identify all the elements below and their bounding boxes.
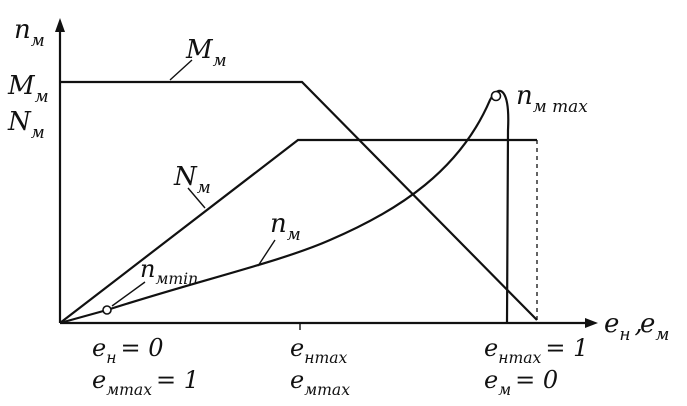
leader (187, 187, 206, 209)
m-curve (60, 80, 538, 321)
label: eн = 0 (92, 334, 164, 367)
label-sub: нmax (498, 349, 541, 367)
leader (111, 281, 146, 307)
label-base: e (92, 366, 106, 394)
label-base: e (290, 334, 304, 362)
label-base: N (7, 107, 32, 137)
label-sub: м (35, 86, 49, 106)
label-rest: = 0 (515, 366, 558, 394)
label-base: e (640, 309, 655, 339)
label: Nм (173, 162, 211, 197)
label-sub: мmax (304, 381, 350, 399)
label: eнmax = 1 (484, 334, 588, 367)
label-base: n (14, 15, 31, 45)
y-arrow (55, 18, 65, 32)
n-curve (59, 138, 537, 324)
label-base: N (173, 162, 198, 192)
label: nм (14, 15, 45, 50)
label-sub: м (287, 224, 301, 244)
label-base: M (7, 71, 36, 101)
label-rest: , (635, 309, 643, 339)
label: eм = 0 (484, 366, 558, 399)
x-arrow (585, 318, 598, 328)
label-base: n (270, 209, 287, 239)
label-sub: м (655, 324, 669, 344)
min-point (102, 305, 112, 315)
label-sub: м (31, 30, 45, 50)
leader (169, 59, 193, 81)
label-base: e (92, 334, 106, 362)
label-sub: м max (533, 96, 588, 116)
label-rest: = 1 (156, 366, 199, 394)
label-sub: нmax (304, 349, 347, 367)
label: nмmin (140, 255, 198, 288)
speed-curve (59, 89, 510, 325)
label: Nм (7, 107, 45, 142)
label-sub: н (106, 349, 116, 367)
label-rest: = 1 (545, 334, 588, 362)
label: Mм (7, 71, 49, 106)
label-base: M (185, 35, 214, 65)
label: nм max (516, 81, 588, 116)
label-sub: н (619, 324, 630, 344)
label: nм (270, 209, 301, 244)
label-base: e (604, 309, 619, 339)
label-sub: мmin (155, 270, 198, 288)
label-sub: м (213, 50, 227, 70)
label: Mм (185, 35, 227, 70)
label-base: e (290, 366, 304, 394)
label-sub: м (197, 177, 211, 197)
leader (257, 239, 276, 267)
label-sub: мmax (106, 381, 152, 399)
label-base: e (484, 366, 498, 394)
label: eнmax (290, 334, 348, 367)
label-sub: м (498, 381, 511, 399)
label-base: e (484, 334, 498, 362)
label-base: n (140, 255, 155, 283)
max-point (490, 90, 502, 102)
label: eмmax = 1 (92, 366, 199, 399)
label: eм (640, 309, 669, 344)
label-sub: м (31, 122, 45, 142)
label: eмmax (290, 366, 350, 399)
label-base: n (516, 81, 533, 111)
label-rest: = 0 (120, 334, 163, 362)
label: eн, (604, 309, 643, 344)
